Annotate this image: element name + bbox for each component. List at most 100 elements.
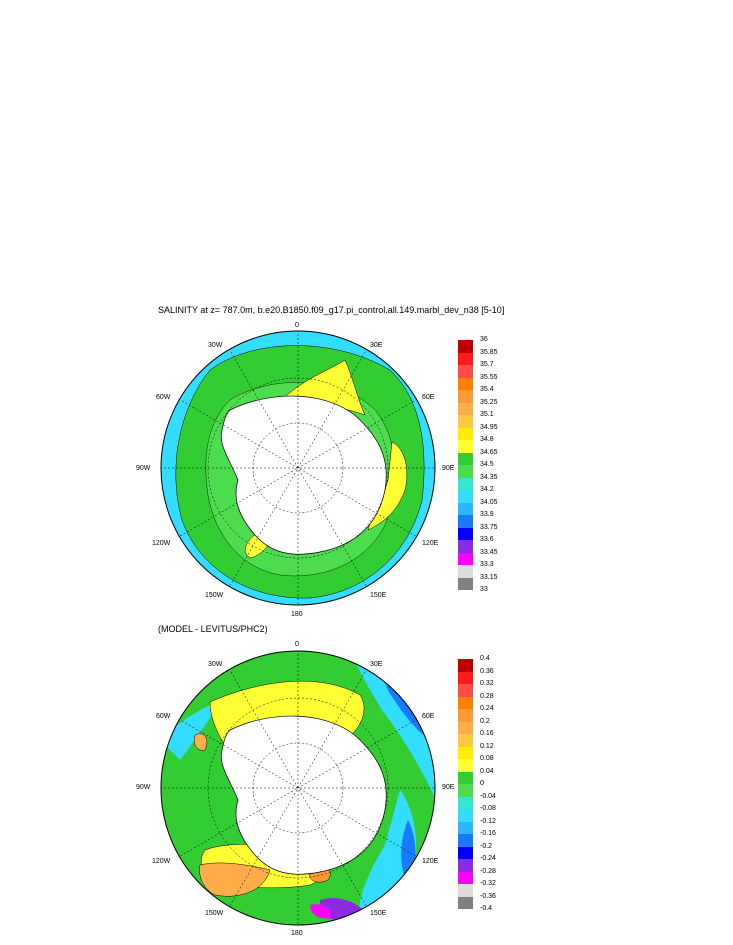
- panel2-colorbar-swatch: [458, 796, 473, 809]
- panel2-colorbar-swatch: [458, 709, 473, 722]
- panel2-colorbar-tick: -0.4: [480, 905, 493, 912]
- panel2-colorbar-swatch: [458, 746, 473, 759]
- panel1-lon-60e: 60E: [422, 394, 435, 401]
- panel2-colorbar-tick: -0.12: [480, 817, 496, 825]
- panel1-colorbar-tick: 35.1: [480, 411, 494, 418]
- panel2-lon-30e: 30E: [370, 661, 383, 668]
- panel2-lon-60w: 60W: [156, 713, 171, 720]
- panel1-colorbar-swatch: [458, 540, 473, 553]
- panel1-colorbar-swatch: [458, 415, 473, 428]
- panel1-colorbar-tick: 34.8: [480, 436, 494, 443]
- panel2-colorbar-swatch: [458, 696, 473, 709]
- panel2-colorbar-swatch: [458, 821, 473, 834]
- panel1-colorbar-swatch: [458, 427, 473, 440]
- panel2-colorbar-swatch: [458, 771, 473, 784]
- panel1-colorbar-tick: 34.5: [480, 461, 494, 468]
- panel1-colorbar-tick: 34.65: [480, 448, 498, 456]
- panel2-title: (MODEL - LEVITUS/PHC2): [158, 624, 268, 634]
- panel1-lon-180: 180: [291, 611, 303, 618]
- panel2-colorbar-swatch: [458, 834, 473, 847]
- panel2-colorbar-tick: 0.16: [480, 730, 494, 737]
- panel1-colorbar-swatch: [458, 477, 473, 490]
- panel1-colorbar-swatch: [458, 402, 473, 415]
- panel2-colorbar-swatch: [458, 859, 473, 872]
- panel2-colorbar-tick: -0.2: [480, 842, 493, 850]
- panel1-lon-30w: 30W: [208, 342, 223, 349]
- panel1-colorbar-tick: 33.9: [480, 511, 494, 518]
- panel1-colorbar-swatch: [458, 452, 473, 465]
- panel2-colorbar-swatch: [458, 759, 473, 772]
- panel2-colorbar-swatch: [458, 721, 473, 734]
- panel1-colorbar-swatch: [458, 340, 473, 353]
- panel1-colorbar-swatch: [458, 377, 473, 390]
- panel2-lon-90w: 90W: [136, 784, 151, 791]
- panel2-lon-60e: 60E: [422, 713, 435, 720]
- panel1-colorbar-tick: 35.7: [480, 361, 494, 368]
- panel2-lon-180: 180: [291, 930, 303, 937]
- panel1-colorbar: 36 35.85 35.7 35.55 35.4 35.25 35.1 34.95 34.8 34…: [458, 336, 528, 600]
- panel1-colorbar-tick: 35.25: [480, 398, 498, 406]
- panel2-colorbar-tick: 0: [480, 780, 484, 787]
- panel2-colorbar-tick: 0.36: [480, 667, 494, 675]
- panel2-lon-0: 0: [295, 641, 299, 648]
- panel2-colorbar-tick: 0.2: [480, 717, 490, 725]
- panel1-colorbar-tick: 34.05: [480, 498, 498, 506]
- panel2-colorbar-tick: -0.04: [480, 792, 496, 800]
- panel1-colorbar-swatch: [458, 365, 473, 378]
- panel2-colorbar-tick: 0.08: [480, 755, 494, 762]
- panel2-lon-150e: 150E: [370, 910, 387, 917]
- panel2-colorbar: 0.4 0.36 0.32 0.28 0.24 0.2 0.16 0.12 0.08 0.04 0 -…: [458, 655, 528, 919]
- panel1-colorbar-swatch: [458, 490, 473, 503]
- panel2-lon-120e: 120E: [422, 858, 439, 865]
- panel1-colorbar-tick: 33.45: [480, 548, 498, 556]
- panel2-lon-30w: 30W: [208, 661, 223, 668]
- panel1-colorbar-swatch: [458, 502, 473, 515]
- panel1-colorbar-swatch: [458, 577, 473, 590]
- panel1-colorbar-tick: 33: [480, 586, 488, 593]
- panel2-colorbar-tick: 0.32: [480, 680, 494, 687]
- panel2-colorbar-swatch: [458, 671, 473, 684]
- panel2-colorbar-swatch: [458, 784, 473, 797]
- panel2-colorbar-tick: -0.28: [480, 867, 496, 875]
- panel1-colorbar-swatch: [458, 352, 473, 365]
- panel1-colorbar-swatch: [458, 440, 473, 453]
- panel1-map: [160, 330, 436, 606]
- panel1-lon-90w: 90W: [136, 465, 151, 472]
- panel2-colorbar-tick: -0.16: [480, 830, 496, 837]
- panel2-colorbar-swatch: [458, 896, 473, 909]
- panel1-colorbar-tick: 34.95: [480, 423, 498, 431]
- panel2-colorbar-tick: 0.12: [480, 742, 494, 750]
- panel2-lon-150w: 150W: [205, 910, 224, 917]
- panel2-colorbar-tick: 0.24: [480, 705, 494, 712]
- panel1-colorbar-swatch: [458, 552, 473, 565]
- panel1-colorbar-swatch: [458, 515, 473, 528]
- panel2-colorbar-tick: -0.32: [480, 880, 496, 887]
- panel2-colorbar-tick: -0.24: [480, 855, 496, 862]
- panel1-colorbar-tick: 35.55: [480, 373, 498, 381]
- panel1-colorbar-tick: 33.3: [480, 561, 494, 568]
- panel1-colorbar-tick: 35.85: [480, 348, 498, 356]
- panel2-lon-90e: 90E: [442, 784, 455, 791]
- panel2-colorbar-swatch: [458, 684, 473, 697]
- panel2-colorbar-tick: -0.36: [480, 892, 496, 900]
- panel1-lon-60w: 60W: [156, 394, 171, 401]
- panel1-colorbar-tick: 34.2: [480, 486, 494, 493]
- panel1-lon-120e: 120E: [422, 540, 439, 547]
- panel2-colorbar-swatch: [458, 846, 473, 859]
- panel2-map: [160, 650, 436, 926]
- panel1-colorbar-swatch: [458, 390, 473, 403]
- panel1-lon-150e: 150E: [370, 592, 387, 599]
- panel2-lon-120w: 120W: [152, 858, 171, 865]
- panel1-colorbar-swatch: [458, 465, 473, 478]
- panel1-lon-30e: 30E: [370, 342, 383, 349]
- panel2-colorbar-swatch: [458, 884, 473, 897]
- panel1-lon-90e: 90E: [442, 465, 455, 472]
- panel1-title: SALINITY at z= 787.0m, b.e20.B1850.f09_g…: [158, 305, 505, 315]
- panel2-colorbar-swatch: [458, 871, 473, 884]
- panel1-colorbar-tick: 36: [480, 336, 488, 343]
- panel1-colorbar-tick: 33.15: [480, 573, 498, 581]
- panel2-colorbar-tick: -0.08: [480, 805, 496, 812]
- panel1-lon-120w: 120W: [152, 540, 171, 547]
- panel1-colorbar-swatch: [458, 527, 473, 540]
- panel2-colorbar-tick: 0.4: [480, 655, 490, 662]
